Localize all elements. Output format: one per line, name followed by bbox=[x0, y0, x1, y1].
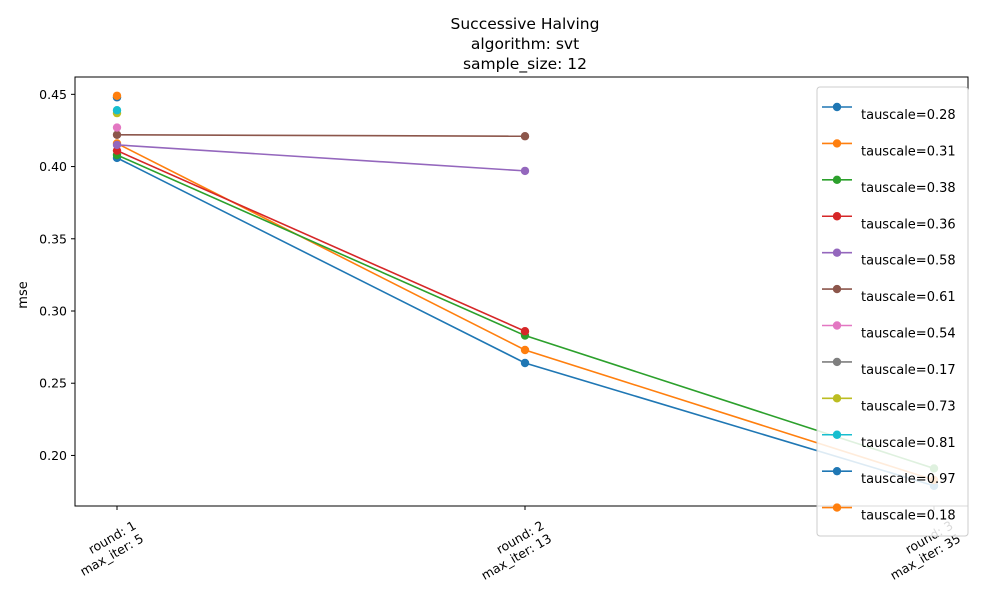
legend-marker bbox=[832, 212, 842, 221]
data-point bbox=[112, 106, 122, 115]
y-tick-label: 0.20 bbox=[39, 448, 67, 463]
chart-title-line-3: sample_size: 12 bbox=[463, 55, 587, 74]
legend-box bbox=[816, 86, 969, 537]
y-tick-label: 0.25 bbox=[39, 376, 67, 391]
legend: tauscale=0.28 tauscale=0.31 tauscale=0.38 t… bbox=[816, 86, 969, 537]
legend-entry-label: tauscale=0.36 bbox=[861, 217, 956, 232]
y-tick-label: 0.30 bbox=[39, 304, 67, 319]
legend-entry-label: tauscale=0.28 bbox=[861, 108, 956, 123]
series-line bbox=[116, 154, 935, 470]
series-line bbox=[116, 133, 526, 138]
legend-marker bbox=[832, 284, 842, 294]
legend-entry-label: tauscale=0.81 bbox=[861, 436, 956, 451]
legend-entry-label: tauscale=0.58 bbox=[861, 254, 956, 269]
legend-entry-label: tauscale=0.97 bbox=[861, 472, 956, 487]
series-line bbox=[116, 149, 526, 332]
data-point bbox=[520, 327, 530, 336]
series-line bbox=[116, 157, 935, 487]
y-axis-label: mse bbox=[16, 281, 31, 308]
data-point bbox=[112, 146, 122, 155]
data-point bbox=[112, 140, 122, 150]
legend-entry-label: tauscale=0.18 bbox=[861, 509, 956, 524]
data-point bbox=[520, 358, 530, 368]
data-point bbox=[520, 166, 530, 176]
y-tick-label: 0.40 bbox=[39, 159, 67, 174]
legend-marker bbox=[832, 321, 842, 330]
y-tick-label: 0.45 bbox=[39, 87, 67, 102]
legend-entry-label: tauscale=0.73 bbox=[861, 399, 956, 414]
legend-entry-label: tauscale=0.17 bbox=[861, 363, 956, 378]
legend-marker bbox=[832, 430, 842, 439]
y-tick-label: 0.35 bbox=[39, 231, 67, 246]
series-line bbox=[116, 144, 526, 172]
legend-marker bbox=[832, 466, 842, 476]
legend-marker bbox=[832, 503, 842, 512]
legend-entry-label: tauscale=0.54 bbox=[861, 327, 956, 342]
data-point bbox=[112, 123, 122, 132]
legend-marker bbox=[832, 175, 842, 185]
legend-marker bbox=[832, 357, 842, 367]
series-line bbox=[116, 142, 935, 481]
legend-marker bbox=[832, 248, 842, 257]
legend-entry-label: tauscale=0.38 bbox=[861, 181, 956, 196]
data-point bbox=[112, 130, 122, 139]
data-point bbox=[520, 345, 530, 355]
x-tick-label: round: 2max_iter: 13 bbox=[471, 518, 554, 583]
legend-marker bbox=[832, 102, 842, 112]
legend-marker bbox=[832, 394, 842, 403]
legend-marker bbox=[832, 139, 842, 148]
legend-entry-label: tauscale=0.31 bbox=[861, 144, 956, 159]
chart-title-line-1: Successive Halving bbox=[451, 15, 600, 33]
chart-title-line-2: algorithm: svt bbox=[471, 35, 579, 53]
legend-entry-label: tauscale=0.61 bbox=[861, 290, 956, 305]
x-tick-label: round: 1max_iter: 5 bbox=[70, 518, 146, 579]
data-point bbox=[520, 132, 530, 141]
data-point bbox=[112, 91, 122, 100]
